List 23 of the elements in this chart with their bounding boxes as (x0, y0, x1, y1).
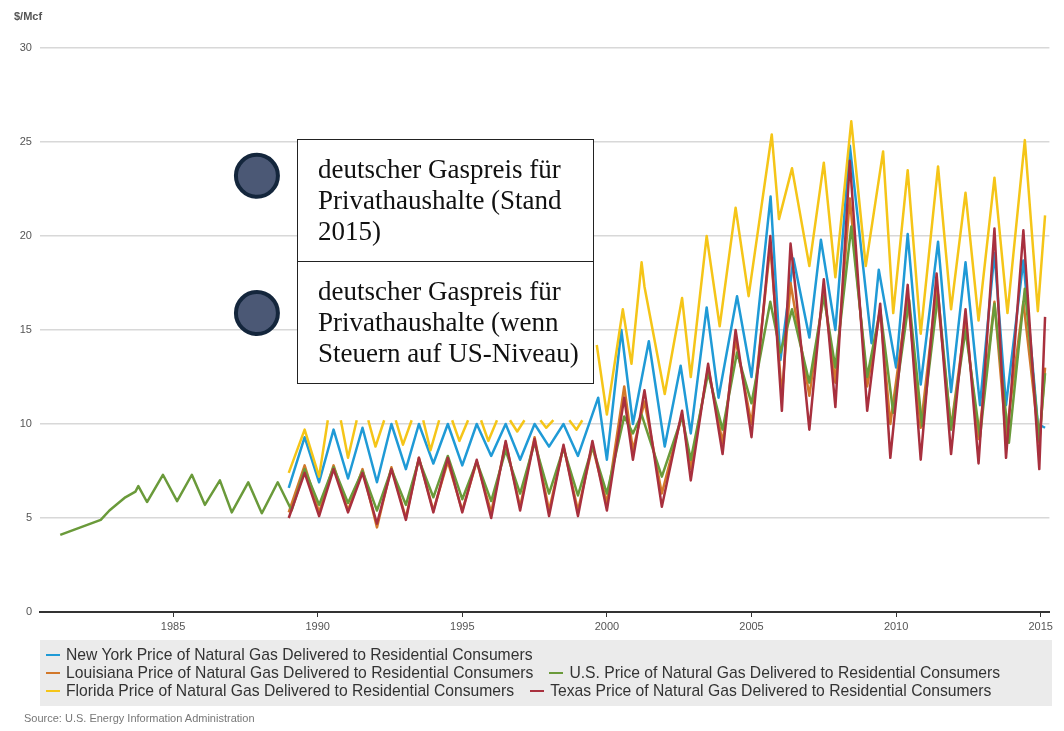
annotation: deutscher Gaspreis für Privathaushalte (wenn Steuern auf US-Niveau) (296, 260, 594, 384)
y-tick-label: 5 (25, 511, 32, 524)
x-tick-label: 1985 (160, 619, 186, 632)
y-tick-label: 30 (19, 41, 32, 54)
legend-label: U.S. Price of Natural Gas Delivered to Residential Consumers (569, 664, 1001, 682)
y-tick-label: 0 (25, 605, 32, 618)
y-tick-label: 25 (19, 135, 32, 148)
x-tick-label: 2005 (739, 619, 764, 632)
y-axis-title: $/Mcf (13, 9, 44, 24)
y-tick-label: 15 (19, 323, 32, 336)
x-tick-label: 2015 (1028, 619, 1053, 632)
legend-label: Texas Price of Natural Gas Delivered to Residential Consumers (550, 682, 992, 700)
annotation: deutscher Gaspreis für Privathaushalte (Stand 2015) (296, 139, 594, 263)
legend-label: Florida Price of Natural Gas Delivered to Residential Consumers (66, 682, 515, 700)
x-tick-label: 2000 (594, 619, 620, 632)
source-note: Source: U.S. Energy Information Administration (23, 712, 256, 724)
x-tick-label: 1995 (450, 619, 475, 632)
x-tick-label: 2010 (883, 619, 909, 632)
legend-label: Louisiana Price of Natural Gas Delivered to Residential Consumers (66, 664, 534, 682)
legend-label: New York Price of Natural Gas Delivered to Residential Consumers (66, 646, 533, 664)
x-tick-label: 1990 (305, 619, 330, 632)
y-tick-label: 10 (19, 417, 32, 430)
y-tick-label: 20 (19, 229, 32, 242)
